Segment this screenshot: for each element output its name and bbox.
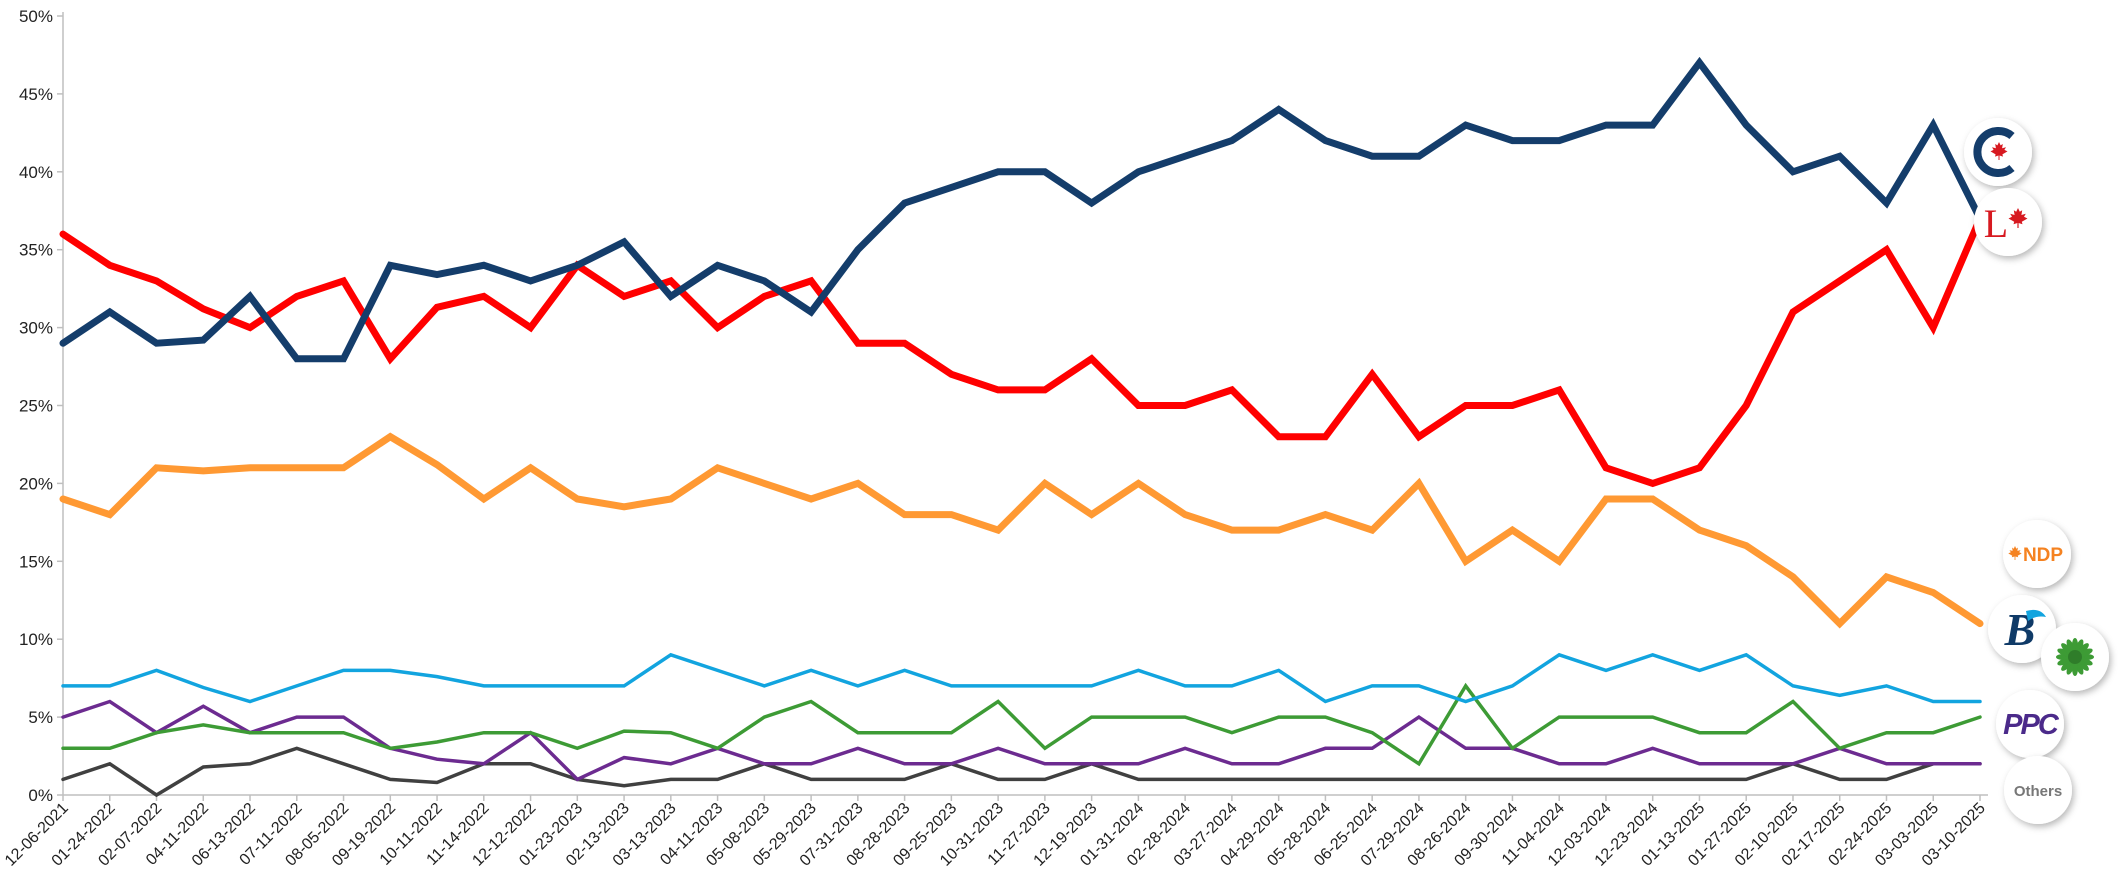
green-petal [2079, 648, 2093, 657]
maple-leaf-icon [2008, 208, 2028, 228]
lpc-badge: L [1974, 188, 2042, 256]
y-tick-label: 5% [28, 708, 53, 727]
series-line-bq [61, 652, 1982, 704]
cpc-badge [1964, 118, 2032, 186]
x-axis: 12-06-202101-24-202202-07-202204-11-2022… [2, 794, 1989, 870]
ndp-maple-leaf-icon [2008, 546, 2022, 560]
y-tick-label: 35% [19, 241, 53, 260]
y-tick-label: 10% [19, 630, 53, 649]
y-tick-label: 25% [19, 397, 53, 416]
ndp-badge: NDP [2003, 520, 2071, 588]
series-line-others [61, 746, 1982, 798]
ppc-badge: PPC [1996, 690, 2064, 758]
series-layer [59, 56, 1984, 798]
others-badge: Others [2004, 756, 2072, 824]
green-petal [2078, 643, 2089, 654]
y-tick-label: 0% [28, 786, 53, 805]
ndp-badge-circle [2003, 520, 2071, 588]
series-line-gpc [61, 682, 1982, 767]
green-petal [2057, 648, 2071, 657]
ppc-logo-icon: PPC [2003, 709, 2060, 741]
green-petal [2061, 643, 2072, 654]
series-line-ppc [61, 699, 1982, 782]
gpc-badge [2041, 623, 2109, 691]
liberal-logo-icon: L [1984, 201, 2008, 246]
others-label: Others [2014, 783, 2062, 800]
bq-badge: B [1988, 595, 2056, 663]
green-petal [2079, 657, 2093, 666]
y-tick-label: 50% [19, 7, 53, 26]
maple-leaf-icon [1990, 142, 2008, 160]
green-petal [2066, 639, 2075, 653]
bloc-accent-icon [2026, 609, 2046, 621]
green-petal [2066, 661, 2075, 675]
green-petal [2061, 660, 2072, 671]
green-logo-icon [2056, 638, 2094, 676]
green-petal [2057, 657, 2071, 666]
y-axis: 0% 5% 10% 15% 20% 25% 30% 35% 40% 45% 50% [19, 7, 64, 805]
others-badge-circle [2004, 756, 2072, 824]
series-line-cpc [59, 56, 1984, 363]
ndp-logo-icon: NDP [2023, 545, 2063, 566]
y-tick-label: 15% [19, 552, 53, 571]
green-petal [2075, 639, 2084, 653]
series-line-lpc [59, 215, 1984, 488]
y-tick-label: 20% [19, 474, 53, 493]
y-tick-label: 45% [19, 85, 53, 104]
y-tick-label: 30% [19, 319, 53, 338]
party-legend: L NDP B PPC Others [1964, 118, 2109, 824]
y-tick-label: 40% [19, 163, 53, 182]
green-petal [2078, 660, 2089, 671]
green-center [2068, 650, 2082, 664]
green-petal [2075, 661, 2084, 675]
ppc-badge-circle [1996, 690, 2064, 758]
lpc-badge-circle [1974, 188, 2042, 256]
conservative-logo-icon [1973, 127, 2015, 177]
series-line-ndp [59, 432, 1984, 629]
